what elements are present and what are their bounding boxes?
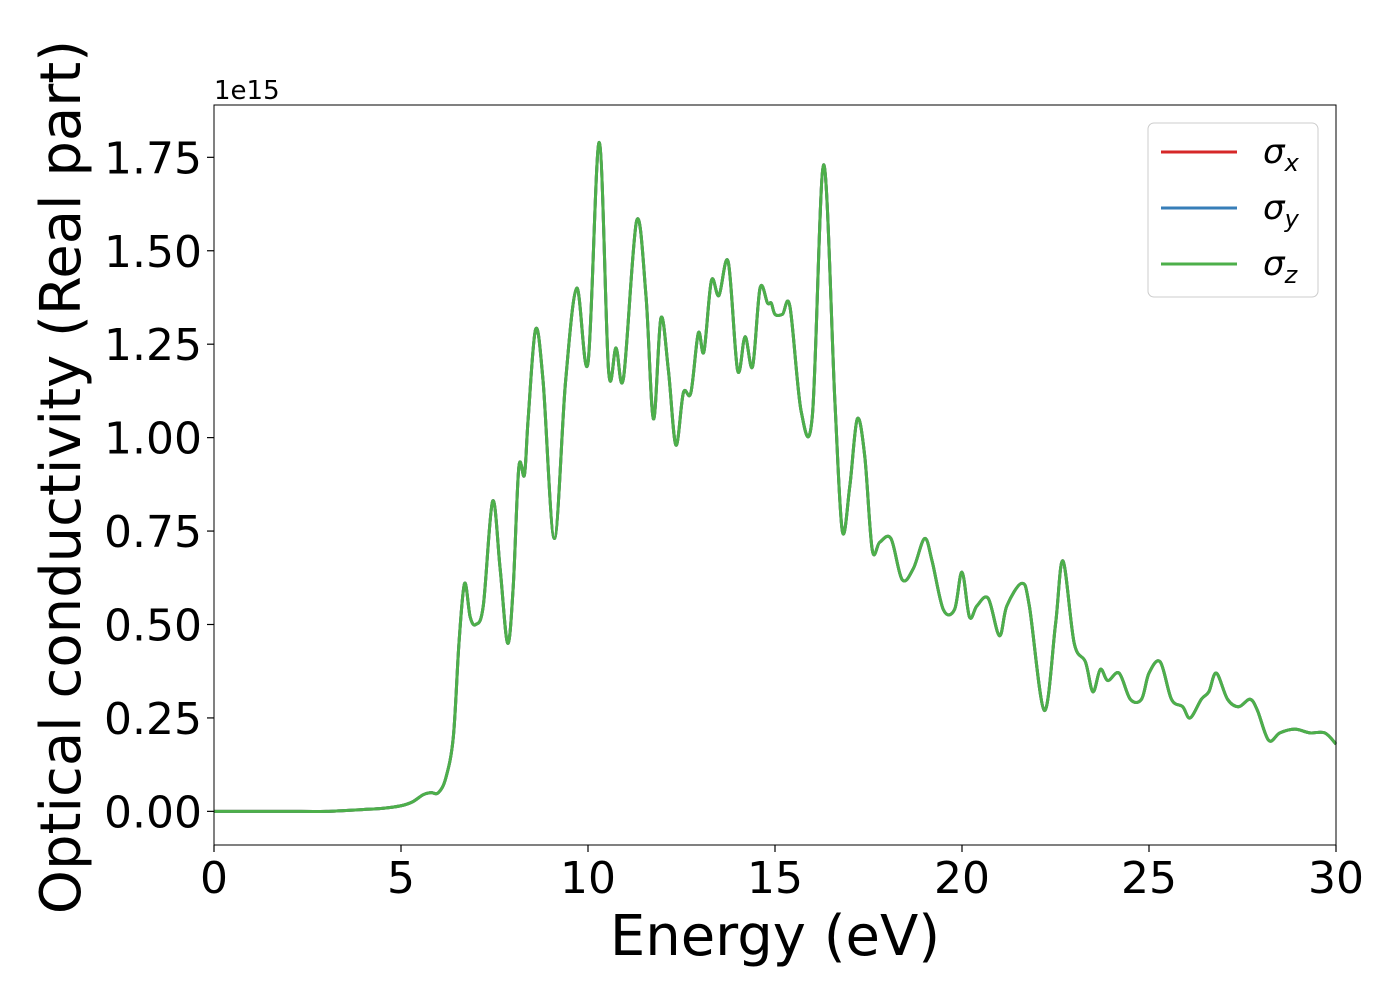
x-tick-label: 20 bbox=[934, 853, 990, 904]
legend-label-x: σx bbox=[1263, 132, 1300, 177]
y-tick-label: 1.25 bbox=[104, 320, 202, 371]
x-axis-label: Energy (eV) bbox=[610, 904, 940, 969]
x-tick-label: 5 bbox=[387, 853, 415, 904]
y-tick-label: 1.00 bbox=[104, 414, 202, 465]
y-axis-ticks: 0.00 0.25 0.50 0.75 1.00 1.25 1.50 1.75 bbox=[104, 133, 214, 838]
legend-box bbox=[1147, 122, 1319, 298]
series-line-z bbox=[213, 140, 1338, 814]
y-tick-label: 0.00 bbox=[104, 787, 202, 838]
x-tick-label: 25 bbox=[1121, 853, 1177, 904]
y-axis-label: Optical conductivity (Real part) bbox=[29, 40, 94, 914]
y-tick-label: 1.75 bbox=[104, 133, 202, 184]
legend: σx σy σz bbox=[1147, 122, 1319, 298]
x-axis-ticks: 0 5 10 15 20 25 30 bbox=[200, 845, 1364, 904]
x-tick-label: 0 bbox=[200, 853, 228, 904]
y-tick-label: 1.50 bbox=[104, 227, 202, 278]
y-tick-label: 0.50 bbox=[104, 600, 202, 651]
legend-label-z: σz bbox=[1263, 244, 1299, 289]
x-tick-label: 30 bbox=[1308, 853, 1364, 904]
y-offset-label: 1e15 bbox=[214, 76, 280, 106]
y-tick-label: 0.25 bbox=[104, 694, 202, 745]
y-tick-label: 0.75 bbox=[104, 507, 202, 558]
x-tick-label: 10 bbox=[560, 853, 616, 904]
legend-label-y: σy bbox=[1263, 188, 1300, 233]
series-lines bbox=[213, 140, 1338, 814]
x-tick-label: 15 bbox=[747, 853, 803, 904]
